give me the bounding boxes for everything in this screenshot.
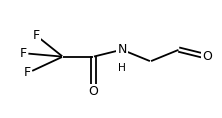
Text: F: F xyxy=(33,29,40,42)
Text: O: O xyxy=(89,85,98,98)
Text: H: H xyxy=(118,63,126,73)
Text: F: F xyxy=(24,67,31,80)
Text: O: O xyxy=(203,50,212,63)
Text: F: F xyxy=(20,47,27,60)
Text: N: N xyxy=(117,43,127,56)
